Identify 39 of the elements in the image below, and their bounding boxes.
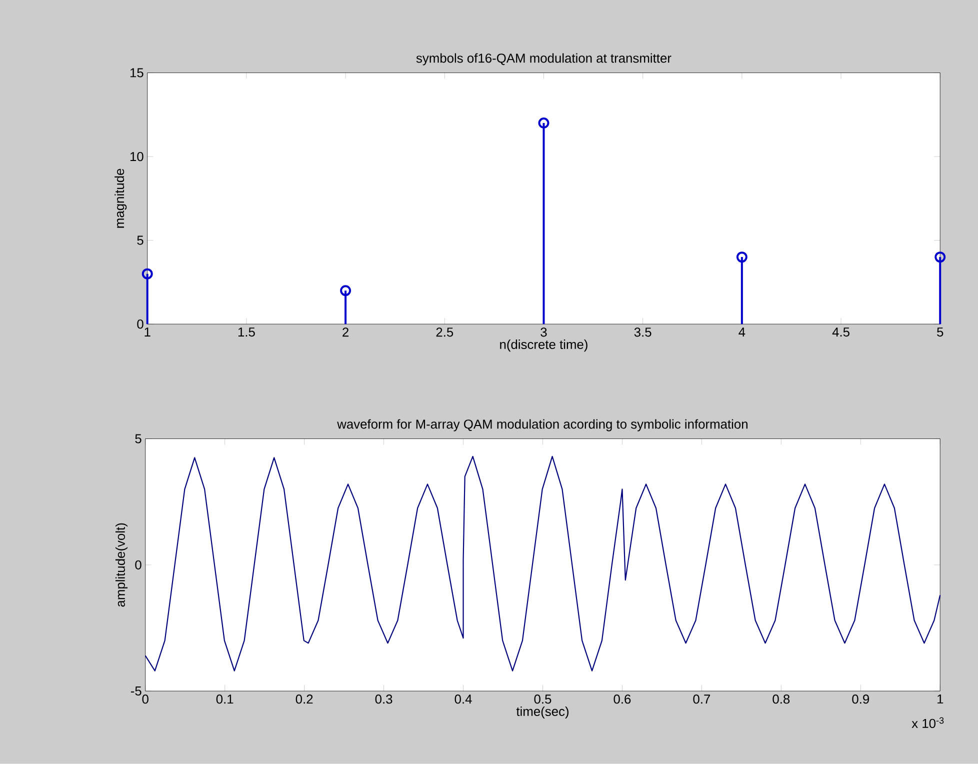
x-tick-label: 0.9 (852, 694, 870, 704)
x-axis-title: n(discrete time) (500, 340, 588, 352)
point (538, 118, 550, 129)
text: x 10$^{-3}$ (912, 717, 944, 728)
point (934, 252, 946, 263)
chart-title: symbols of16-QAM modulation at transmitter (416, 53, 672, 66)
x-tick-label: 1 (144, 328, 150, 337)
y-axis-title: amplitude(volt) (115, 523, 128, 607)
point (340, 285, 352, 296)
x-tick-label: 0.2 (296, 694, 313, 704)
y-tick-label: -5 (130, 686, 142, 696)
y-tick-label: 15 (130, 68, 144, 78)
point (142, 268, 153, 280)
line-series (144, 456, 941, 672)
x-tick-label: 0.8 (772, 694, 790, 704)
x-tick-label: 4 (738, 328, 746, 337)
x-axis-title: time(sec) (516, 706, 568, 719)
x-tick-label: 2.5 (436, 328, 454, 337)
x-tick-label: 0.6 (614, 694, 631, 704)
y-tick-label: 5 (137, 236, 144, 245)
x-tick-label: 5 (937, 328, 944, 337)
point (736, 252, 748, 263)
x-tick-label: 1 (938, 694, 944, 704)
y-tick-label: 10 (130, 152, 144, 162)
x-tick-label: 3 (540, 328, 547, 337)
y-tick-label: 0 (135, 560, 142, 570)
x-tick-label: 2 (342, 328, 348, 337)
chart-title: waveform for M-array QAM modulation acording to symbolic information (337, 419, 748, 432)
x-tick-label: 0.3 (375, 694, 392, 704)
x-tick-label: 0.7 (693, 694, 710, 704)
x-tick-label: 1.5 (238, 328, 255, 337)
x-tick-label: 4.5 (832, 328, 850, 337)
x-tick-label: 3.5 (634, 328, 652, 337)
y-tick-label: 0 (137, 320, 144, 329)
y-axis-title: magnitude (114, 168, 127, 228)
x-tick-label: 0.5 (534, 694, 552, 704)
x-tick-label: 0.4 (454, 694, 472, 704)
x-tick-label: 0.1 (216, 694, 234, 704)
y-tick-label: 5 (135, 434, 142, 444)
